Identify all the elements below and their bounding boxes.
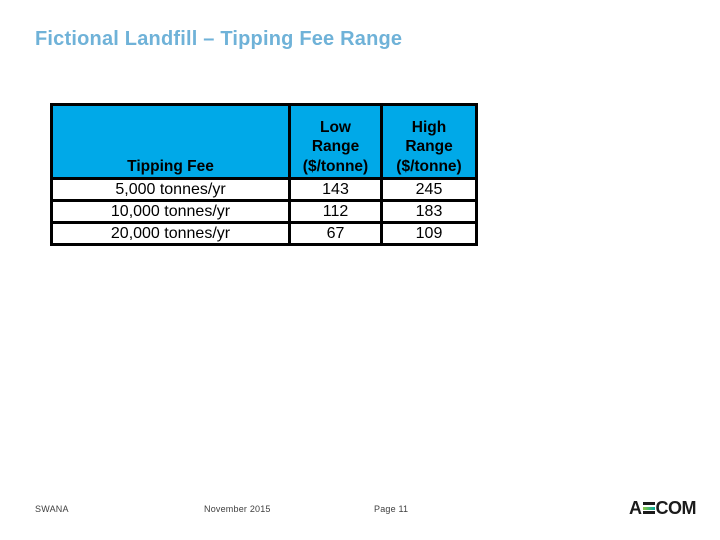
table-row: 10,000 tonnes/yr 112 183 xyxy=(50,199,478,224)
footer-date: November 2015 xyxy=(204,504,271,514)
footer-page-number: Page 11 xyxy=(374,504,409,514)
aecom-logo: A COM xyxy=(629,498,696,518)
row-low-value: 67 xyxy=(288,221,383,246)
slide-title: Fictional Landfill – Tipping Fee Range xyxy=(35,28,403,50)
logo-bar-bottom xyxy=(642,511,655,514)
row-high-value: 245 xyxy=(380,177,478,202)
header-tipping-fee: Tipping Fee xyxy=(50,103,291,180)
table-row: 5,000 tonnes/yr 143 245 xyxy=(50,177,478,202)
row-high-value: 109 xyxy=(380,221,478,246)
row-high-value: 183 xyxy=(380,199,478,224)
row-low-value: 143 xyxy=(288,177,383,202)
logo-bar-top xyxy=(642,502,655,505)
row-label: 20,000 tonnes/yr xyxy=(50,221,291,246)
footer-organization: SWANA xyxy=(35,504,69,514)
header-high-range: High Range ($/tonne) xyxy=(380,103,478,180)
aecom-logo-e-bars-icon xyxy=(642,502,655,514)
row-label: 10,000 tonnes/yr xyxy=(50,199,291,224)
table-header-row: Tipping Fee Low Range ($/tonne) High Ran… xyxy=(50,103,478,180)
header-low-range: Low Range ($/tonne) xyxy=(288,103,383,180)
row-label: 5,000 tonnes/yr xyxy=(50,177,291,202)
aecom-logo-letters-com: COM xyxy=(655,498,697,518)
tipping-fee-table: Tipping Fee Low Range ($/tonne) High Ran… xyxy=(50,103,478,246)
aecom-logo-letter-a: A xyxy=(629,498,642,518)
row-low-value: 112 xyxy=(288,199,383,224)
table-row: 20,000 tonnes/yr 67 109 xyxy=(50,221,478,246)
logo-bar-middle xyxy=(642,506,655,510)
